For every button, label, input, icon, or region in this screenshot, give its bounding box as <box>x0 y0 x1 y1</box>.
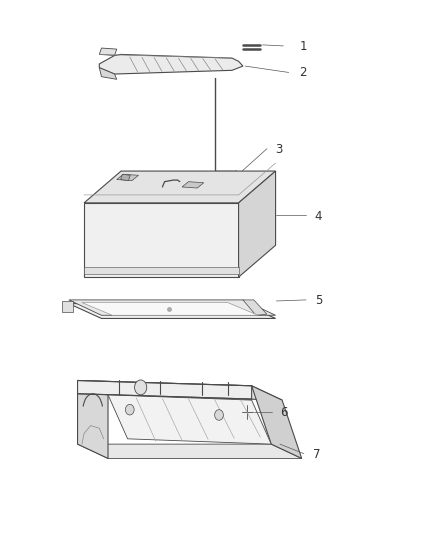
Polygon shape <box>99 54 243 74</box>
Text: 7: 7 <box>313 448 320 461</box>
Text: 5: 5 <box>315 294 322 308</box>
Circle shape <box>215 410 223 420</box>
Polygon shape <box>239 171 276 277</box>
Polygon shape <box>78 381 108 458</box>
Polygon shape <box>84 171 276 203</box>
Polygon shape <box>108 395 271 444</box>
Text: 6: 6 <box>280 406 287 419</box>
Text: 1: 1 <box>300 40 307 53</box>
Text: 4: 4 <box>315 209 322 223</box>
Polygon shape <box>69 300 276 316</box>
Circle shape <box>134 380 147 395</box>
Polygon shape <box>69 304 276 318</box>
Polygon shape <box>243 300 267 316</box>
Text: 2: 2 <box>300 67 307 79</box>
Polygon shape <box>84 266 239 274</box>
Polygon shape <box>78 381 252 399</box>
Circle shape <box>125 405 134 415</box>
Polygon shape <box>99 68 117 79</box>
Polygon shape <box>82 303 258 316</box>
Polygon shape <box>117 174 138 181</box>
Polygon shape <box>252 386 302 458</box>
Polygon shape <box>84 203 239 277</box>
Polygon shape <box>120 174 130 181</box>
Polygon shape <box>99 48 117 55</box>
Polygon shape <box>62 301 73 312</box>
Text: 3: 3 <box>276 143 283 156</box>
Polygon shape <box>182 182 204 188</box>
Polygon shape <box>78 444 302 458</box>
Polygon shape <box>78 381 282 400</box>
